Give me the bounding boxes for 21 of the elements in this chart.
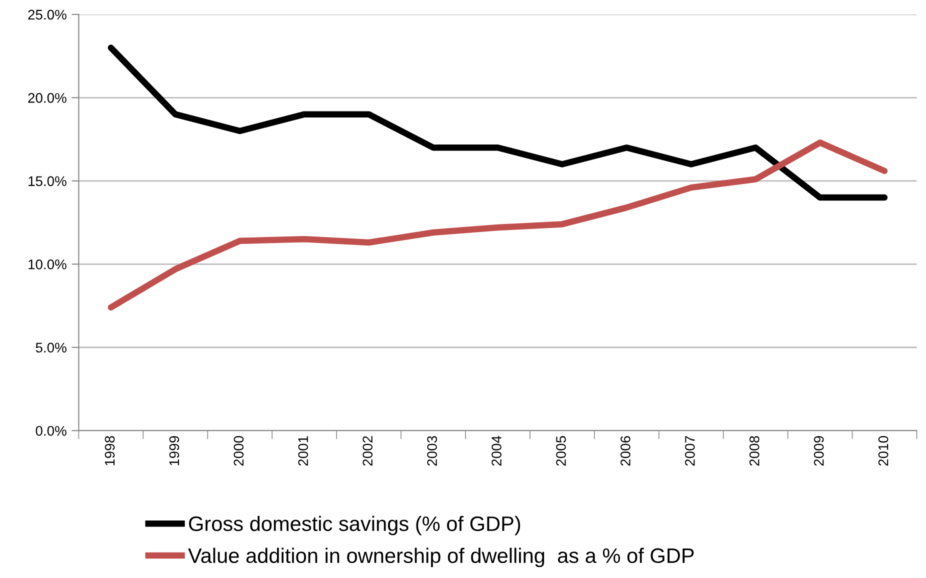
y-tick-label: 0.0% (36, 426, 66, 436)
y-tick-label: 15.0% (28, 176, 66, 186)
y-tick-label: 5.0% (36, 342, 66, 353)
x-tick-label: 2004 (492, 436, 502, 466)
y-tick-label: 10.0% (28, 259, 66, 270)
x-tick-label: 2009 (814, 436, 824, 466)
x-tick-label: 1999 (169, 436, 180, 466)
legend-label: Value addition in ownership of dwelling as a % of GDP (188, 548, 694, 568)
x-tick-label: 2010 (878, 436, 888, 466)
x-tick-label: 1998 (104, 436, 115, 466)
x-tick-label: 2000 (234, 436, 244, 466)
x-tick-label: 2003 (427, 436, 437, 466)
x-tick-label: 2006 (620, 436, 630, 466)
y-tick-label: 20.0% (28, 93, 66, 103)
legend-label: Gross domestic savings (% of GDP) (189, 516, 520, 536)
x-tick-label: 2001 (298, 436, 308, 466)
y-tick-label: 25.0% (28, 10, 66, 20)
x-tick-label: 2007 (685, 436, 695, 466)
x-tick-label: 2005 (556, 436, 566, 466)
x-tick-label: 2008 (749, 436, 760, 466)
x-tick-label: 2002 (362, 436, 373, 466)
